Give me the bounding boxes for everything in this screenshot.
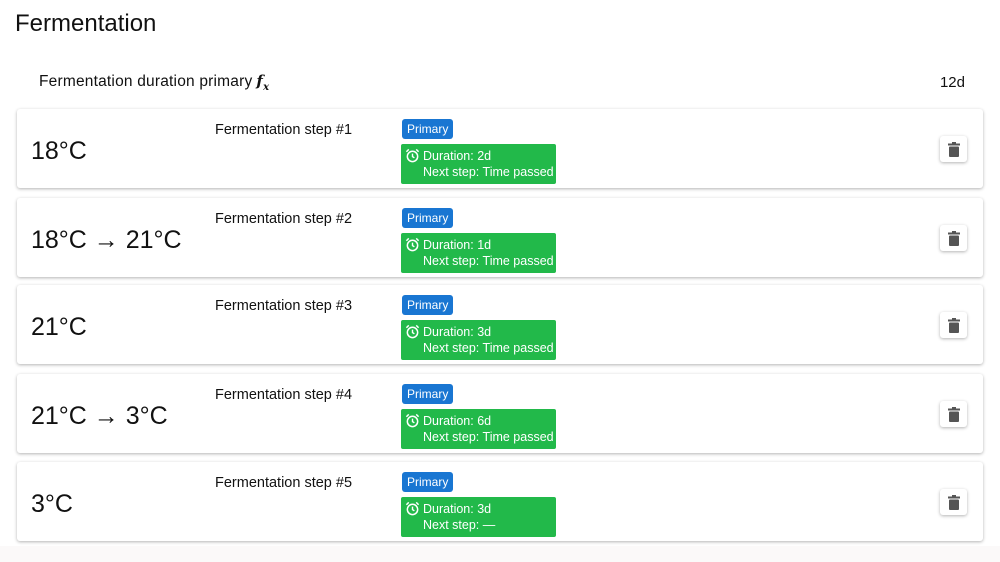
trash-icon [947, 141, 960, 157]
step-name: Fermentation step #3 [215, 298, 353, 314]
step-next: Next step: Time passed [423, 430, 554, 444]
primary-badge: Primary [402, 119, 454, 139]
step-duration: Duration: 3d [423, 502, 492, 516]
step-duration: Duration: 6d [423, 414, 492, 428]
step-info: Duration: 1d Next step: Time passed [401, 233, 556, 273]
primary-badge: Primary [402, 295, 454, 315]
step-next: Next step: — [423, 518, 496, 532]
alarm-clock-icon [405, 237, 420, 252]
step-temperature: 21°C [31, 313, 87, 341]
delete-step-button[interactable] [940, 401, 967, 427]
step-info: Duration: 3d Next step: — [401, 497, 556, 537]
duration-label: Fermentation duration primary fx [39, 72, 269, 93]
primary-badge: Primary [402, 472, 454, 492]
page-title: Fermentation [15, 10, 157, 37]
step-name: Fermentation step #1 [215, 122, 353, 138]
step-duration: Duration: 1d [423, 238, 492, 252]
primary-badge: Primary [402, 208, 454, 228]
function-icon[interactable]: fx [256, 72, 270, 93]
primary-badge: Primary [402, 384, 454, 404]
delete-step-button[interactable] [940, 489, 967, 515]
step-name: Fermentation step #4 [215, 387, 353, 403]
alarm-clock-icon [405, 324, 420, 339]
step-duration: Duration: 3d [423, 325, 492, 339]
step-next: Next step: Time passed [423, 165, 554, 179]
trash-icon [947, 317, 960, 333]
trash-icon [947, 494, 960, 510]
trash-icon [947, 230, 960, 246]
step-next: Next step: Time passed [423, 254, 554, 268]
delete-step-button[interactable] [940, 312, 967, 338]
step-temperature: 18°C → 21°C [31, 226, 182, 254]
delete-step-button[interactable] [940, 225, 967, 251]
step-temperature: 18°C [31, 137, 87, 165]
step-name: Fermentation step #5 [215, 475, 353, 491]
step-temperature: 21°C → 3°C [31, 402, 168, 430]
alarm-clock-icon [405, 413, 420, 428]
fermentation-step-card[interactable]: 21°C → 3°C Fermentation step #4 Primary … [17, 374, 983, 453]
trash-icon [947, 406, 960, 422]
fermentation-step-card[interactable]: 18°C Fermentation step #1 Primary Durati… [17, 109, 983, 188]
step-info: Duration: 6d Next step: Time passed [401, 409, 556, 449]
step-duration: Duration: 2d [423, 149, 492, 163]
delete-step-button[interactable] [940, 136, 967, 162]
fermentation-step-card[interactable]: 3°C Fermentation step #5 Primary Duratio… [17, 462, 983, 541]
duration-value: 12d [939, 74, 965, 91]
alarm-clock-icon [405, 148, 420, 163]
duration-label-text: Fermentation duration primary [39, 73, 253, 90]
step-temperature: 3°C [31, 490, 73, 518]
step-info: Duration: 3d Next step: Time passed [401, 320, 556, 360]
fermentation-step-card[interactable]: 21°C Fermentation step #3 Primary Durati… [17, 285, 983, 364]
footer [0, 546, 1000, 562]
step-name: Fermentation step #2 [215, 211, 353, 227]
step-info: Duration: 2d Next step: Time passed [401, 144, 556, 184]
fermentation-step-card[interactable]: 18°C → 21°C Fermentation step #2 Primary… [17, 198, 983, 277]
step-next: Next step: Time passed [423, 341, 554, 355]
alarm-clock-icon [405, 501, 420, 516]
